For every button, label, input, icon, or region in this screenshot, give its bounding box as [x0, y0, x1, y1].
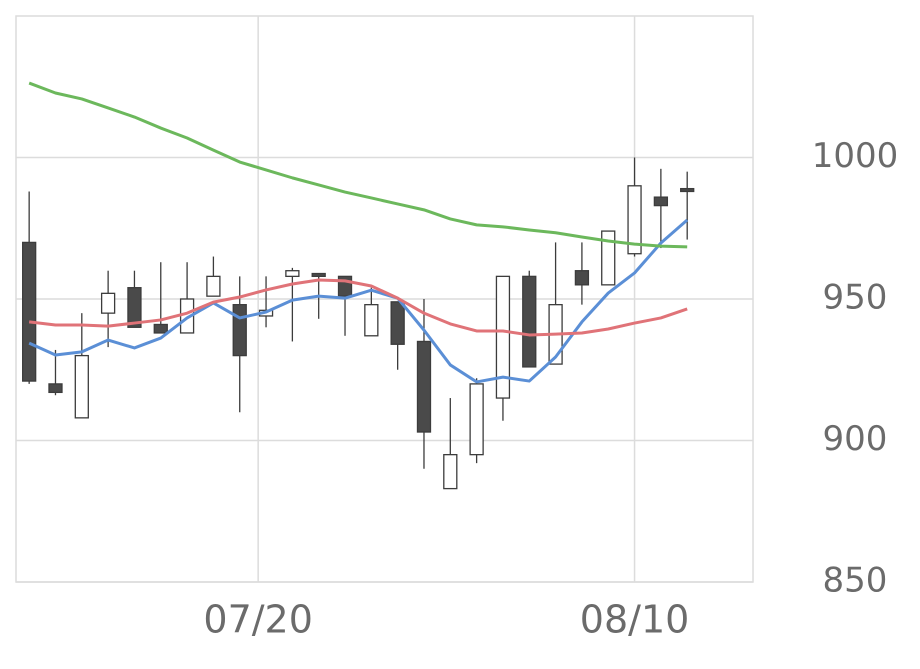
candle-body	[653, 196, 669, 207]
candle-body	[627, 185, 642, 255]
candle-body	[22, 241, 37, 382]
candle-body	[311, 272, 326, 278]
moving-average-line	[28, 81, 688, 249]
x-tick-label: 08/10	[580, 598, 690, 642]
candle-body	[74, 354, 89, 419]
candle-body	[232, 304, 247, 357]
candle-body	[416, 340, 432, 433]
candle-body	[390, 301, 405, 345]
y-tick-label: 950	[823, 278, 888, 318]
candle-body	[443, 453, 458, 490]
y-tick-label: 1000	[812, 136, 899, 176]
candle-body	[127, 287, 142, 328]
candle-body	[574, 270, 590, 286]
candle-body	[469, 383, 484, 456]
candle-body	[153, 323, 168, 334]
candle-body	[364, 304, 379, 337]
candle-body	[680, 187, 695, 193]
x-tick-label: 07/20	[203, 598, 313, 642]
y-tick-label: 850	[823, 561, 888, 601]
candle-body	[522, 275, 537, 368]
candle-body	[100, 292, 116, 314]
candle-body	[285, 270, 300, 278]
candle-body	[206, 275, 221, 297]
y-tick-label: 900	[823, 419, 888, 459]
moving-average-line	[28, 218, 689, 384]
candle-body	[495, 275, 511, 399]
candle-body	[48, 383, 63, 394]
moving-average-line	[28, 278, 688, 337]
candle-body	[601, 230, 616, 286]
